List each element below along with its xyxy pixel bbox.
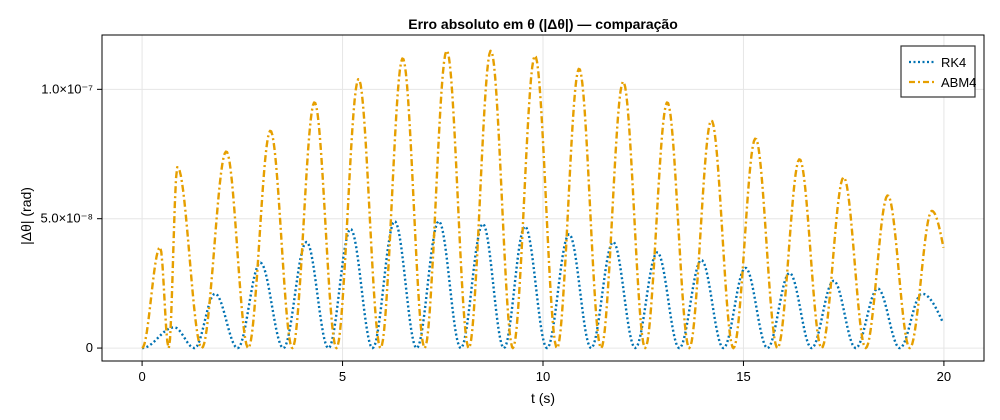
grid-layer	[102, 35, 984, 361]
y-tick-label: 1.0×10⁻⁷	[41, 81, 93, 96]
x-tick-label: 10	[536, 369, 550, 384]
y-tick-label: 0	[86, 340, 93, 355]
x-tick-label: 0	[138, 369, 145, 384]
x-axis-label: t (s)	[531, 390, 555, 406]
legend-label-rk4: RK4	[941, 55, 966, 70]
legend-label-abm4: ABM4	[941, 75, 976, 90]
y-axis-label: |Δθ| (rad)	[18, 187, 34, 245]
x-tick-label: 5	[339, 369, 346, 384]
legend: RK4 ABM4	[900, 45, 976, 98]
y-tick-label: 5.0×10⁻⁸	[41, 211, 93, 226]
chart-title: Erro absoluto em θ (|Δθ|) — comparação	[408, 16, 678, 32]
x-tick-label: 15	[736, 369, 750, 384]
legend-box	[900, 45, 976, 98]
series-line-abm4	[141, 49, 945, 350]
series-line-rk4	[142, 220, 945, 350]
tick-layer: 0 5 10 15 20 0 5.0×10⁻⁸ 1.0×10⁻⁷	[41, 81, 952, 384]
series-layer	[141, 49, 945, 350]
x-tick-label: 20	[937, 369, 951, 384]
